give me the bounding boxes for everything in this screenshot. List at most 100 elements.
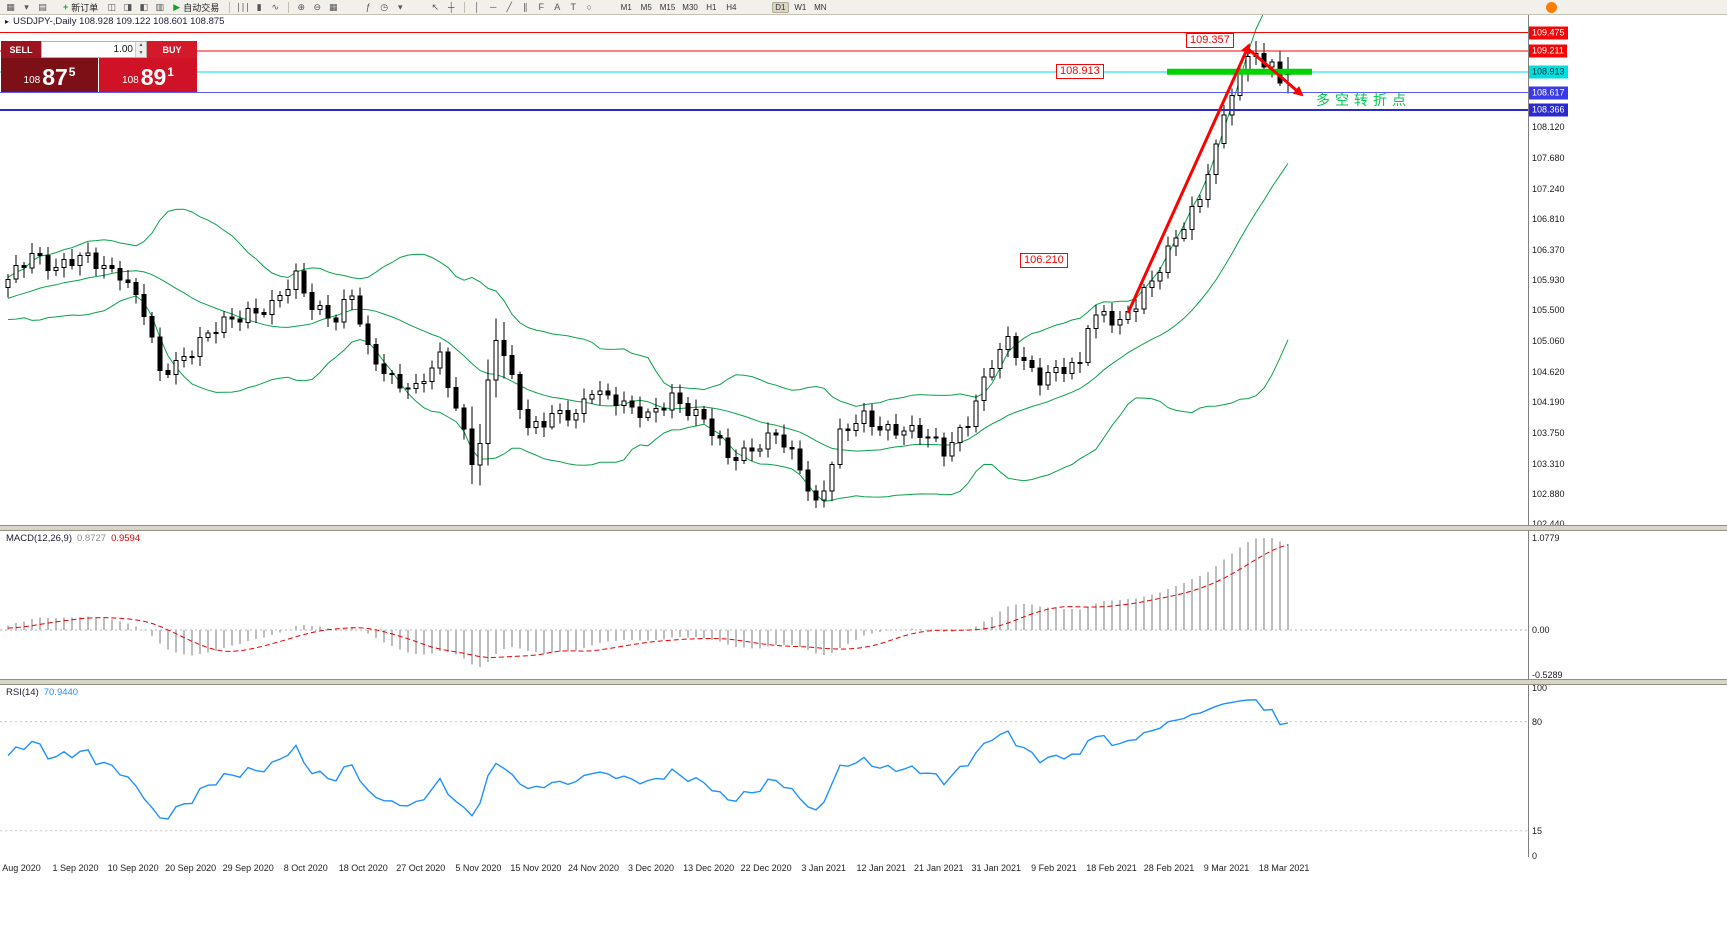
trendline-icon[interactable]: ╱ [506, 1, 512, 12]
horizontal-line-icon[interactable]: ─ [490, 2, 497, 12]
timeframe-button-h4[interactable]: H4 [726, 2, 737, 12]
price-axis-label: 105.500 [1532, 305, 1565, 316]
periods-icon[interactable]: ◷ [380, 1, 389, 12]
crosshair-icon[interactable]: ┼ [448, 2, 455, 12]
panel-splitter-macd[interactable] [0, 525, 1727, 531]
price-axis-label: 107.240 [1532, 183, 1565, 194]
candlestick-mode-icon[interactable]: ▮ [256, 1, 262, 12]
rsi-axis-label: 100 [1532, 683, 1548, 693]
volume-down-icon[interactable]: ▼ [136, 49, 146, 57]
price-flag[interactable]: 106.210 [1020, 253, 1068, 269]
buy-button[interactable]: BUY [147, 41, 197, 58]
timeframe-button-m30[interactable]: M30 [682, 2, 698, 12]
buy-price[interactable]: 108 89 1 [99, 58, 197, 92]
rsi-axis-label: 0 [1532, 851, 1538, 861]
rsi-name: RSI(14) [6, 687, 39, 698]
date-label: 31 Jan 2021 [971, 863, 1022, 873]
price-tag: 109.211 [1529, 44, 1567, 58]
shapes-icon[interactable]: ○ [586, 2, 592, 12]
volume-up-icon[interactable]: ▲ [136, 42, 146, 50]
price-axis-label: 104.620 [1532, 366, 1565, 377]
trend-arrow-down[interactable] [1246, 46, 1304, 97]
bar-chart-mode-icon[interactable]: ∣∣∣ [236, 1, 250, 12]
panel-splitter-rsi[interactable] [0, 679, 1727, 685]
cursor-icon[interactable]: ↖ [431, 1, 439, 12]
macd-signal-line [7, 544, 1289, 659]
price-tag: 108.366 [1529, 103, 1568, 117]
volume-value[interactable]: 1.00 [113, 44, 133, 55]
text-icon[interactable]: A [554, 2, 561, 12]
chart-title-marker-icon: ▸ [5, 17, 10, 26]
auto-trading-button[interactable]: ▶ 自动交易 [169, 1, 223, 14]
pivot-label[interactable]: 多空转折点 [1316, 92, 1411, 108]
timeframe-button-m15[interactable]: M15 [659, 2, 676, 12]
indicators-icon[interactable]: ƒ [365, 2, 371, 12]
toolbar-separator [463, 1, 465, 13]
auto-trading-button-label: 自动交易 [183, 2, 220, 13]
channel-icon[interactable]: ∥ [522, 1, 528, 12]
mql5-community-icon[interactable] [1546, 2, 1557, 13]
tile-windows-icon[interactable]: ▦ [328, 1, 338, 12]
timeframe-button-w1[interactable]: W1 [794, 2, 807, 12]
fibonacci-icon[interactable]: F [538, 2, 544, 12]
strategy-tester-icon[interactable]: ◨ [123, 1, 133, 12]
price-flag[interactable]: 108.913 [1056, 64, 1104, 80]
periods-dropdown-icon[interactable]: ▾ [397, 1, 403, 12]
trend-arrow-up[interactable] [1126, 43, 1251, 314]
timeframe-button-m1[interactable]: M1 [620, 2, 632, 12]
price-axis-label: 105.930 [1532, 275, 1565, 286]
date-label: 28 Feb 2021 [1143, 863, 1195, 873]
candles [5, 40, 1291, 508]
price-axis-label: 106.370 [1532, 244, 1565, 255]
date-label: 18 Feb 2021 [1086, 863, 1137, 873]
date-label: 5 Nov 2020 [455, 863, 502, 873]
sell-price[interactable]: 108 87 5 [1, 58, 99, 92]
price-axis-label: 103.310 [1532, 458, 1565, 469]
line-chart-mode-icon[interactable]: ∿ [271, 1, 279, 12]
price-axis-label: 106.810 [1532, 213, 1565, 224]
date-label: 21 Jan 2021 [914, 863, 964, 873]
label-icon[interactable]: T [570, 2, 576, 12]
profiles-icon[interactable]: ▤ [38, 1, 47, 12]
sell-button[interactable]: SELL [1, 41, 41, 58]
terminal-window-icon[interactable]: ◫ [107, 1, 117, 12]
navigator-icon[interactable]: ◧ [139, 1, 149, 12]
price-tag: 108.913 [1529, 65, 1568, 79]
new-chart-icon[interactable]: ▦ [6, 1, 15, 12]
date-label: 1 Sep 2020 [52, 863, 99, 873]
timeframe-button-mn[interactable]: MN [814, 2, 827, 12]
rsi-line [7, 699, 1289, 820]
date-label: 15 Nov 2020 [510, 863, 562, 873]
macd-axis-label: -0.5289 [1532, 670, 1563, 681]
date-label: 22 Dec 2020 [740, 863, 792, 873]
axis-borders [0, 14, 1529, 861]
sell-price-sup: 5 [68, 65, 76, 79]
volume-field[interactable]: 1.00 ▲ ▼ [41, 41, 147, 58]
volume-spinner: ▲ ▼ [135, 42, 146, 57]
new-order-button[interactable]: + 新订单 [59, 1, 102, 14]
zoom-out-icon[interactable]: ⊖ [313, 1, 321, 12]
macd-indicator-label: MACD(12,26,9) 0.8727 0.9594 [6, 533, 140, 544]
timeframe-button-d1[interactable]: D1 [771, 1, 789, 13]
new-order-button-icon: + [63, 2, 69, 12]
price-axis-label: 102.440 [1532, 519, 1565, 529]
date-label: 3 Jan 2021 [801, 863, 846, 873]
chart-title: ▸ USDJPY-,Daily 108.928 109.122 108.601 … [5, 16, 224, 27]
date-label: 24 Nov 2020 [567, 863, 620, 873]
timeframe-button-m5[interactable]: M5 [640, 2, 652, 12]
vertical-line-icon[interactable]: │ [474, 2, 481, 12]
rsi-value: 70.9440 [43, 687, 79, 698]
price-axis-label: 104.190 [1532, 397, 1565, 407]
toolbar-separator [287, 1, 289, 13]
zoom-in-icon[interactable]: ⊕ [297, 1, 305, 12]
sell-price-prefix: 108 [23, 75, 41, 86]
bollinger-upper [7, 14, 1264, 407]
sell-price-big: 87 [42, 64, 68, 90]
chart-dropdown-icon[interactable]: ▾ [24, 1, 29, 12]
timeframe-button-h1[interactable]: H1 [706, 2, 717, 12]
market-watch-icon[interactable]: ▥ [155, 1, 165, 12]
date-label: 18 Oct 2020 [338, 863, 388, 873]
date-label: 18 Mar 2021 [1258, 863, 1310, 873]
price-flag[interactable]: 109.357 [1186, 33, 1234, 49]
